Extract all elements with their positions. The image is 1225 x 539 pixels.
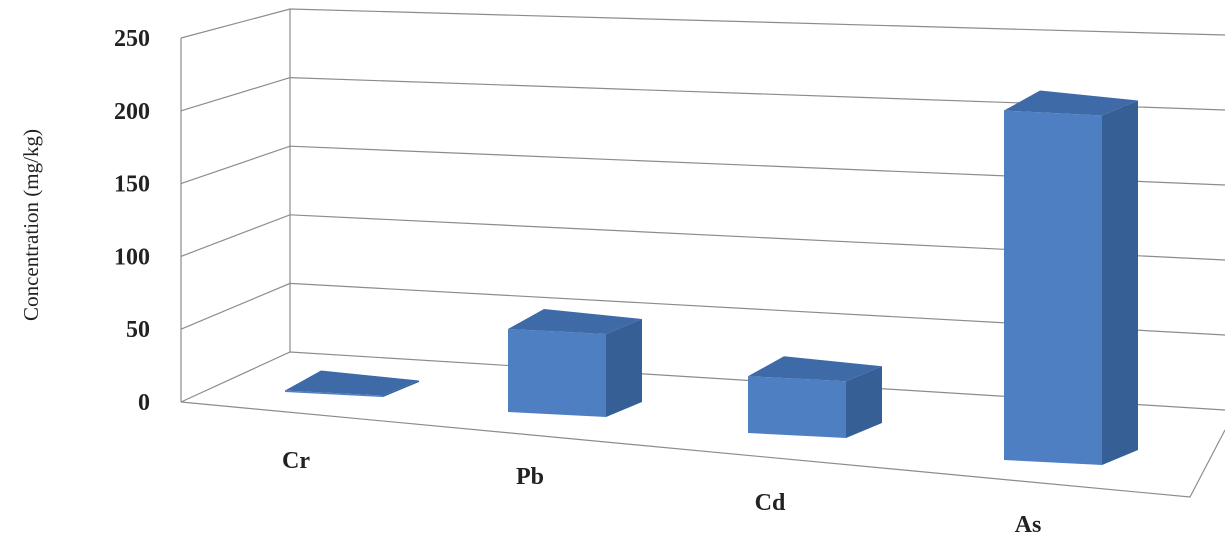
bar-side bbox=[846, 366, 882, 438]
floor-front-edge bbox=[180, 401, 1225, 498]
gridline bbox=[180, 8, 1225, 39]
bar-front bbox=[1004, 110, 1102, 465]
bar-pb bbox=[508, 309, 642, 417]
x-tick-label: Cd bbox=[755, 490, 786, 516]
bar-top bbox=[748, 356, 882, 382]
y-tick-label: 200 bbox=[114, 99, 150, 125]
bar-front bbox=[748, 376, 846, 438]
x-tick-label: Cr bbox=[282, 448, 310, 474]
plot-frame bbox=[180, 9, 1225, 498]
bar-side bbox=[383, 380, 419, 397]
x-tick-label: As bbox=[1015, 512, 1042, 538]
y-tick-label: 100 bbox=[114, 244, 150, 270]
floor-back-edge bbox=[180, 351, 1225, 411]
x-tick-labels: Cr Pb Cd As bbox=[282, 448, 1041, 538]
bar-top bbox=[1004, 90, 1138, 116]
y-axis-title: Concentration (mg/kg) bbox=[19, 129, 43, 321]
x-tick-label: Pb bbox=[516, 464, 544, 490]
bar-front bbox=[285, 390, 383, 397]
y-tick-label: 150 bbox=[114, 172, 150, 198]
y-tick-label: 250 bbox=[114, 26, 150, 52]
bars bbox=[285, 90, 1138, 465]
bar-top bbox=[508, 309, 642, 335]
bar-cr bbox=[285, 370, 419, 397]
y-tick-label: 50 bbox=[126, 317, 150, 343]
bar-side bbox=[606, 319, 642, 417]
y-tick-labels: 0 50 100 150 200 250 bbox=[114, 26, 150, 416]
bar-side bbox=[1102, 100, 1138, 465]
bar-as bbox=[1004, 90, 1138, 465]
bar-front bbox=[508, 329, 606, 417]
bar-cd bbox=[748, 356, 882, 438]
bar-top bbox=[285, 370, 419, 396]
y-tick-label: 0 bbox=[138, 390, 150, 416]
